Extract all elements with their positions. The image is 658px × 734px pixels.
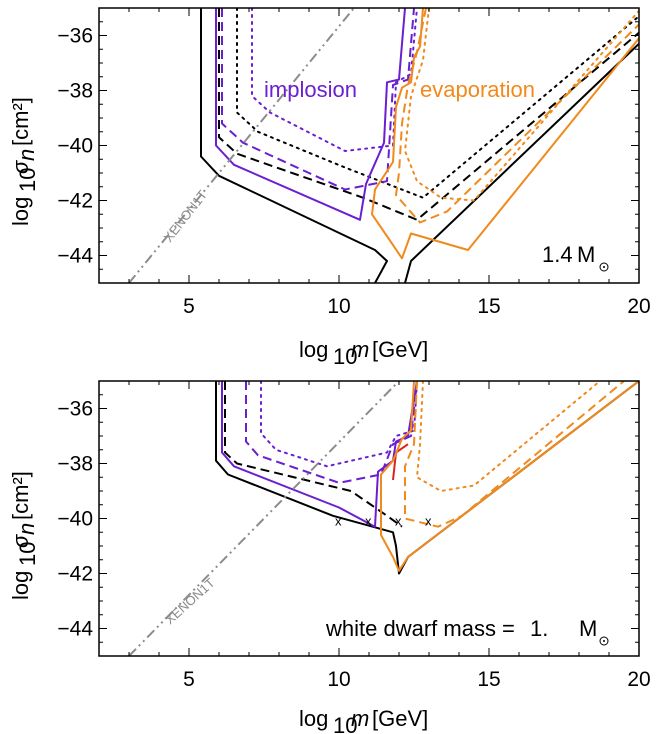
y-axis-unit: [cm²]: [8, 97, 33, 146]
series-orange-dashed-8: [395, 8, 639, 224]
y-axis-n: n: [14, 149, 39, 161]
y-tick-label--42: −42: [57, 563, 93, 586]
series-purple-dotted-6: [251, 8, 418, 152]
implosion-label: implosion: [264, 77, 357, 102]
x-tick-label-5: 5: [183, 668, 195, 691]
y-tick-label--44: −44: [57, 245, 93, 268]
x-axis-log-b: log: [299, 706, 328, 731]
y-axis-label-top: log 10 σ n [cm²]: [8, 97, 40, 226]
y-tick-label--38: −38: [57, 80, 93, 103]
mass-value-bottom: 1.: [530, 616, 548, 641]
series-gray-dashdot-10: [128, 8, 355, 283]
series-orange-solid-7: [371, 8, 639, 260]
mass-unit-bottom: M: [579, 616, 597, 641]
marker-x-2: x: [395, 513, 402, 528]
x-axis-sub: 10: [333, 344, 357, 369]
sun-symbol-top: [599, 262, 609, 272]
x-axis-label-bottom: log 10 m [GeV]: [299, 706, 428, 734]
xenon-label-bottom: XENON1T: [162, 575, 218, 627]
sun-symbol-bottom: [599, 636, 609, 646]
xenon-label: XENON1T: [161, 187, 211, 245]
series-purple-dashed-5: [221, 8, 415, 191]
x-tick-label-15: 15: [477, 295, 500, 318]
y-tick-label--40: −40: [57, 135, 93, 158]
x-tick-label-15: 15: [477, 668, 500, 691]
ticks-top: 5 10 15 20 −36 −38 −40 −42 −44: [57, 7, 651, 318]
y-tick-label--36: −36: [57, 398, 93, 421]
panel-top: 5 10 15 20 −36 −38 −40 −42 −44 implosion evapora…: [8, 7, 651, 369]
series-purple-solid-2: [221, 381, 418, 528]
y-tick-label--42: −42: [57, 190, 93, 213]
series-orange-dashed-7: [404, 381, 625, 528]
series-orange-dotted-9: [404, 8, 639, 202]
x-tick-label-5: 5: [183, 295, 195, 318]
y-axis-log-b: log: [8, 571, 33, 600]
x-axis-sub-b: 10: [333, 713, 357, 734]
series-black-dashed-2: [218, 8, 639, 221]
ticks-bottom: 5 10 15 20 −36 −38 −40 −42 −44: [57, 380, 651, 691]
x-axis-unit: [GeV]: [372, 337, 428, 362]
x-tick-label-10: 10: [327, 295, 350, 318]
y-axis-unit-b: [cm²]: [8, 471, 33, 520]
series-orange-dotted-8: [416, 381, 601, 492]
y-tick-label--40: −40: [57, 508, 93, 531]
x-tick-label-20: 20: [627, 668, 650, 691]
x-axis-unit-b: [GeV]: [372, 706, 428, 731]
series-black-dotted-3: [236, 8, 639, 199]
marker-x-0: x: [335, 513, 342, 528]
evaporation-label: evaporation: [420, 77, 535, 102]
series-black-solid-1: [404, 42, 639, 283]
mass-unit-top: M: [577, 242, 595, 267]
panel-bottom: x x x x 5 10 15 20 −36 −38 −40 −42 −44 XENON1T whit…: [8, 380, 651, 734]
y-tick-label--36: −36: [57, 25, 93, 48]
y-axis-log: log: [8, 197, 33, 226]
series-purple-dashed-3: [245, 381, 418, 484]
y-tick-label--44: −44: [57, 618, 93, 641]
curves-bottom: [128, 381, 639, 656]
series-black-solid-0: [200, 8, 388, 283]
y-axis-sub: 10: [15, 168, 40, 192]
x-axis-log: log: [299, 337, 328, 362]
series-gray-dashdot-9: [128, 381, 400, 656]
y-tick-label--38: −38: [57, 453, 93, 476]
series-black-dashed-1: [224, 381, 403, 528]
x-tick-label-10: 10: [327, 668, 350, 691]
mass-label-bottom: white dwarf mass =: [325, 616, 515, 641]
y-axis-label-bottom: log 10 σ n [cm²]: [8, 471, 40, 600]
x-axis-m-b: m: [351, 706, 369, 731]
y-axis-n-b: n: [14, 523, 39, 535]
x-axis-m: m: [351, 337, 369, 362]
x-tick-label-20: 20: [627, 295, 650, 318]
series-orange-solid-6: [380, 381, 639, 572]
curves-top: [128, 8, 639, 283]
series-black-solid-0: [215, 381, 639, 575]
y-axis-sub-b: 10: [15, 542, 40, 566]
y-axis-sigma-b: σ: [8, 534, 33, 548]
x-axis-label-top: log 10 m [GeV]: [299, 337, 428, 369]
y-axis-sigma: σ: [8, 160, 33, 174]
mass-value-top: 1.4: [542, 242, 573, 267]
series-purple-solid-4: [215, 8, 406, 221]
marker-x-1: x: [365, 513, 372, 528]
marker-x-3: x: [425, 513, 432, 528]
